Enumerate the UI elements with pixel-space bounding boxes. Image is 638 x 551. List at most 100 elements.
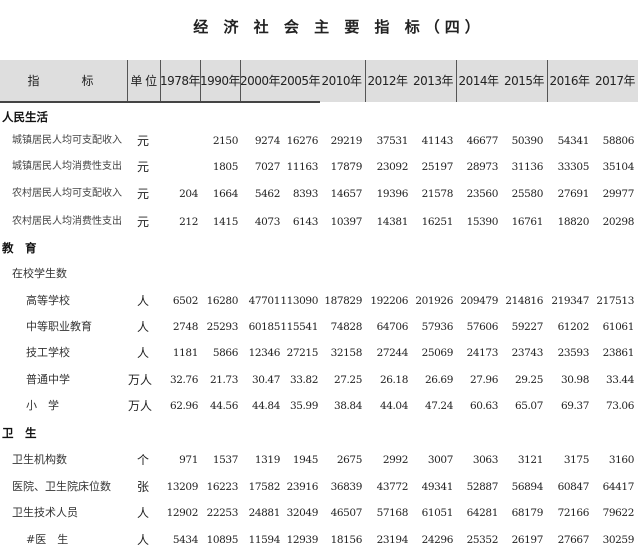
cell-value: 201926: [415, 295, 453, 307]
row-label: 城镇居民人均消费性支出: [12, 161, 122, 172]
cell-value: 47701: [248, 295, 281, 307]
header-year: 2014年: [458, 74, 499, 88]
cell-value: 3121: [517, 454, 544, 466]
cell-value: 16276: [286, 135, 319, 147]
cell-value: 57606: [466, 321, 499, 333]
cell-value: 60185: [248, 321, 281, 333]
row-unit: 元: [137, 187, 150, 201]
cell-value: 32158: [330, 347, 363, 359]
cell-value: 38.84: [333, 400, 362, 412]
cell-value: 65.07: [514, 400, 543, 412]
cell-value: 27215: [286, 347, 319, 359]
cell-value: 56894: [511, 481, 544, 493]
cell-value: 7027: [254, 161, 281, 173]
cell-value: 1319: [254, 454, 281, 466]
cell-value: 12902: [166, 507, 199, 519]
cell-value: 27691: [557, 188, 590, 200]
cell-value: 24296: [421, 534, 454, 546]
cell-value: 20298: [602, 216, 635, 228]
table-row: 城镇居民人均消费性支出 元 1805 7027 11163 17879 23092 25197…: [0, 157, 638, 177]
cell-value: 1415: [212, 216, 239, 228]
cell-value: 5462: [254, 188, 281, 200]
cell-value: 50390: [511, 135, 544, 147]
cell-value: 19396: [376, 188, 409, 200]
cell-value: 14381: [376, 216, 409, 228]
cell-value: 46507: [330, 507, 363, 519]
divider: [200, 60, 201, 102]
cell-value: 18820: [557, 216, 590, 228]
cell-value: 8393: [292, 188, 319, 200]
cell-value: 11163: [286, 161, 319, 173]
cell-value: 25197: [421, 161, 454, 173]
row-unit: 元: [137, 215, 150, 229]
header-year: 2017年: [594, 74, 636, 88]
cell-value: 35104: [602, 161, 635, 173]
cell-value: 32049: [286, 507, 319, 519]
row-label: 中等职业教育: [26, 320, 92, 333]
cell-value: 5866: [212, 347, 239, 359]
divider: [160, 60, 161, 102]
cell-value: 60.63: [469, 400, 498, 412]
cell-value: 26.69: [424, 374, 453, 386]
row-unit: 个: [137, 453, 150, 467]
header-year: 1990年: [200, 74, 241, 88]
cell-value: 23194: [376, 534, 409, 546]
row-label: 高等学校: [26, 294, 70, 307]
cell-value: 18156: [330, 534, 363, 546]
cell-value: 1181: [172, 347, 199, 359]
cell-value: 3007: [427, 454, 454, 466]
cell-value: 59227: [511, 321, 544, 333]
divider: [240, 60, 241, 102]
section-row: 教 育: [0, 238, 638, 258]
cell-value: 60847: [557, 481, 590, 493]
header-year: 2005年: [280, 74, 321, 88]
cell-value: 23560: [466, 188, 499, 200]
cell-value: 971: [179, 454, 198, 466]
cell-value: 187829: [324, 295, 362, 307]
table-row: 卫生技术人员 人 12902 22253 24881 32049 46507 57168 610…: [0, 503, 638, 523]
cell-value: 219347: [551, 295, 589, 307]
cell-value: 47.24: [424, 400, 453, 412]
cell-value: 57168: [376, 507, 409, 519]
cell-value: 29219: [330, 135, 363, 147]
cell-value: 52887: [466, 481, 499, 493]
row-label: #医 生: [26, 533, 69, 546]
cell-value: 214816: [505, 295, 543, 307]
row-unit: 人: [137, 533, 150, 547]
cell-value: 16223: [206, 481, 239, 493]
cell-value: 25352: [466, 534, 499, 546]
row-unit: 元: [137, 160, 150, 174]
header-year: 2016年: [549, 74, 590, 88]
cell-value: 69.37: [560, 400, 589, 412]
table-row: 卫生机构数 个 971 1537 1319 1945 2675 2992 3007 3063 312…: [0, 450, 638, 470]
cell-value: 24881: [248, 507, 281, 519]
cell-value: 17582: [248, 481, 281, 493]
cell-value: 62.96: [169, 400, 198, 412]
table-row: 农村居民人均可支配收入 元 204 1664 5462 8393 14657 19396 215…: [0, 184, 638, 204]
cell-value: 33.82: [289, 374, 318, 386]
cell-value: 24173: [466, 347, 499, 359]
cell-value: 1805: [212, 161, 239, 173]
row-unit: 人: [137, 320, 150, 334]
cell-value: 10397: [330, 216, 363, 228]
row-unit: 人: [137, 346, 150, 360]
cell-value: 15390: [466, 216, 499, 228]
cell-value: 27.25: [333, 374, 362, 386]
table-row: 城镇居民人均可支配收入 元 2150 9274 16276 29219 37531 41143…: [0, 131, 638, 151]
cell-value: 64281: [466, 507, 499, 519]
cell-value: 33305: [557, 161, 590, 173]
table-header: [0, 60, 638, 102]
header-year: 2012年: [367, 74, 408, 88]
cell-value: 25580: [511, 188, 544, 200]
cell-value: 14657: [330, 188, 363, 200]
cell-value: 33.44: [605, 374, 634, 386]
cell-value: 73.06: [605, 400, 634, 412]
header-year: 2010年: [321, 74, 362, 88]
row-label: 农村居民人均可支配收入: [12, 188, 122, 199]
header-unit: 单 位: [130, 74, 157, 88]
cell-value: 74828: [330, 321, 363, 333]
table-row: 小 学 万人 62.96 44.56 44.84 35.99 38.84 44.04 47.24…: [0, 396, 638, 416]
page-title: 经 济 社 会 主 要 指 标（四）: [193, 18, 485, 36]
cell-value: 11594: [248, 534, 281, 546]
cell-value: 26197: [511, 534, 544, 546]
